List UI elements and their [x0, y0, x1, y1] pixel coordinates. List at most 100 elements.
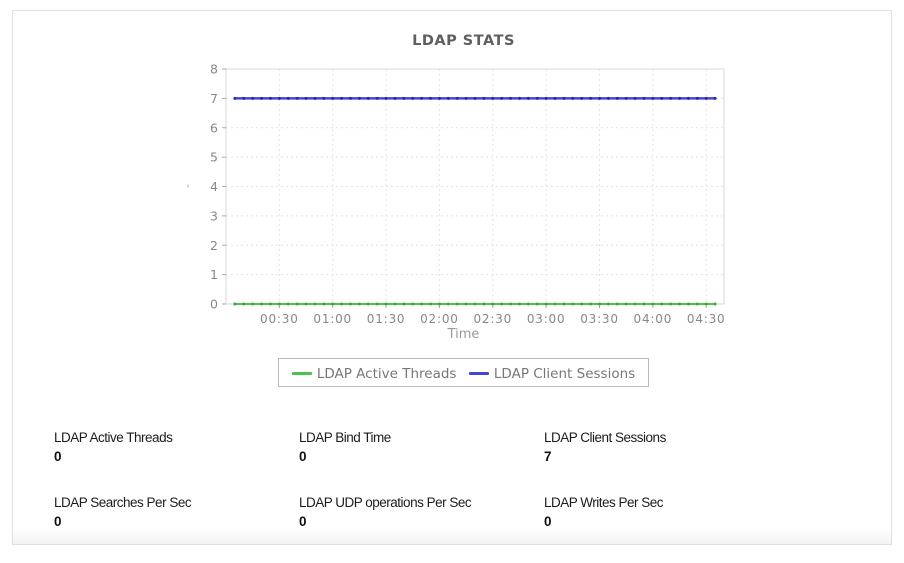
series-point	[304, 96, 308, 100]
stat-value: 0	[299, 449, 307, 464]
series-point	[357, 302, 361, 306]
series-point	[598, 96, 601, 100]
series-point	[411, 302, 415, 306]
series-point	[340, 96, 344, 100]
plot-border	[225, 68, 725, 305]
x-tick-label: 02:00	[420, 312, 459, 326]
series-point	[349, 96, 352, 100]
series-point	[598, 302, 601, 306]
series-point	[686, 96, 690, 100]
y-tick-label: 7	[210, 91, 218, 106]
series-point	[633, 302, 637, 306]
x-tick-label: 01:00	[313, 312, 352, 326]
series-point	[268, 96, 272, 100]
series-point	[366, 302, 370, 306]
chart-area: LDAP STATS 0 1 2 3 4 5 6 7 8 00:30 01:00 01:30 02:00…	[186, 31, 741, 387]
series-point	[251, 96, 255, 100]
series-point	[455, 96, 459, 100]
series-point	[651, 96, 655, 100]
ldap-stats-panel: LDAP STATS 0 1 2 3 4 5 6 7 8 00:30 01:00 01:30 02:00…	[12, 10, 892, 545]
series-point	[446, 302, 450, 306]
series-point	[509, 96, 513, 100]
stat-value: 0	[54, 514, 62, 529]
series-point	[402, 96, 406, 100]
series-point	[500, 302, 504, 306]
series-point	[580, 96, 584, 100]
series-point	[393, 302, 397, 306]
series-point	[535, 96, 539, 100]
series-point	[464, 96, 468, 100]
stat-label: LDAP UDP operations Per Sec	[299, 495, 472, 510]
series-point	[277, 96, 281, 100]
series-point	[580, 302, 584, 306]
series-point	[517, 96, 521, 100]
series-point	[526, 96, 530, 100]
y-axis-title: -	[186, 184, 194, 188]
series-point	[491, 302, 495, 306]
legend-item-client-sessions: LDAP Client Sessions	[468, 365, 636, 382]
x-tick-label: 04:00	[634, 312, 673, 326]
series-point	[651, 302, 655, 306]
chart-title: LDAP STATS	[412, 33, 515, 49]
series-point	[482, 96, 486, 100]
series-point	[695, 96, 699, 100]
series-point	[678, 302, 682, 306]
series-point	[268, 302, 272, 306]
y-tick-label: 1	[210, 267, 218, 282]
series-point	[420, 302, 424, 306]
series-point	[606, 96, 610, 100]
series-point	[375, 96, 379, 100]
series-point	[295, 302, 299, 306]
series-point	[562, 302, 566, 306]
series-point	[633, 96, 637, 100]
series-point	[251, 302, 255, 306]
series-point	[242, 96, 246, 100]
series-point	[384, 96, 388, 100]
stat-label: LDAP Client Sessions	[544, 430, 666, 445]
series-point	[420, 96, 424, 100]
series-point	[473, 302, 477, 306]
series-point	[660, 302, 664, 306]
y-tick-label: 6	[210, 120, 218, 135]
series-point	[704, 302, 708, 306]
stat-ldap-bind-time: LDAP Bind Time 0	[299, 429, 544, 466]
series-point	[642, 302, 646, 306]
series-point	[322, 302, 326, 306]
series-point	[437, 302, 441, 306]
legend-label-active-threads: LDAP Active Threads	[316, 365, 457, 382]
series-point	[429, 302, 433, 306]
series-point	[464, 302, 468, 306]
series-point	[491, 96, 495, 100]
series-point	[553, 302, 557, 306]
x-tick-label: 04:30	[687, 312, 726, 326]
stat-value: 0	[299, 514, 307, 529]
series-point	[437, 96, 441, 100]
series-point	[357, 96, 361, 100]
series-point	[615, 96, 619, 100]
series-point	[304, 302, 308, 306]
series-point	[322, 96, 326, 100]
series-point	[429, 96, 433, 100]
series-point	[473, 96, 477, 100]
legend-label-client-sessions: LDAP Client Sessions	[493, 365, 636, 382]
y-tick-label: 8	[210, 62, 218, 77]
series-point	[286, 96, 290, 100]
series-point	[375, 302, 379, 306]
series-point	[686, 302, 690, 306]
stat-ldap-searches-per-sec: LDAP Searches Per Sec 0	[54, 494, 299, 531]
stat-ldap-udp-operations-per-sec: LDAP UDP operations Per Sec 0	[299, 494, 544, 531]
series-point	[446, 96, 450, 100]
series-point	[571, 302, 575, 306]
series-point	[295, 96, 299, 100]
series-point	[535, 302, 539, 306]
y-tick-label: 4	[210, 179, 218, 194]
x-axis-title: Time	[447, 327, 480, 342]
series-point	[260, 96, 264, 100]
series-point	[553, 96, 557, 100]
stat-ldap-active-threads: LDAP Active Threads 0	[54, 429, 299, 466]
x-tick-label: 00:30	[260, 312, 299, 326]
series-point	[571, 96, 575, 100]
stat-value: 0	[54, 449, 62, 464]
series-point	[366, 96, 370, 100]
series-point	[233, 302, 237, 306]
